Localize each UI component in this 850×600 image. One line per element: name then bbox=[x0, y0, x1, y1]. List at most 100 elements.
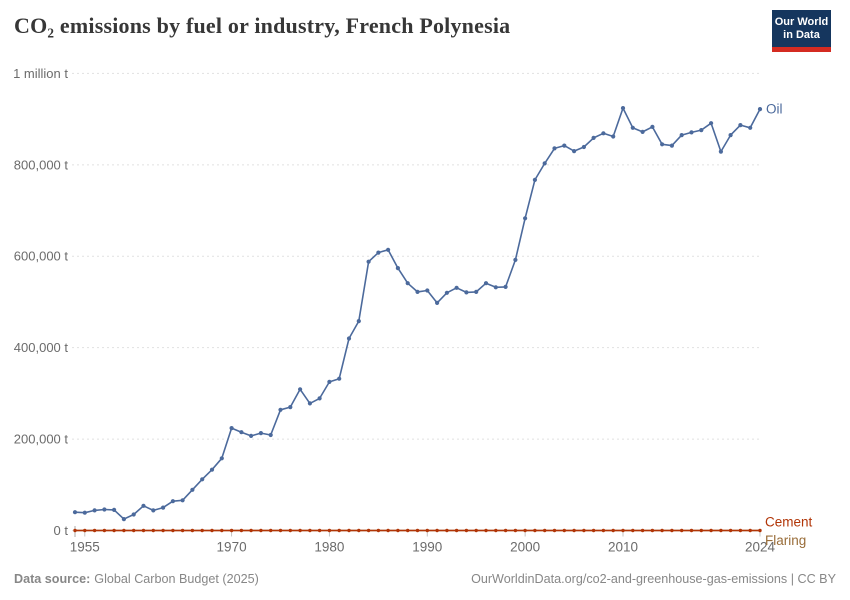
owid-logo[interactable]: Our World in Data bbox=[772, 10, 831, 52]
data-source-label: Data source: bbox=[14, 572, 91, 586]
oil-marker bbox=[601, 131, 606, 136]
oil-marker bbox=[268, 432, 273, 438]
cement-marker bbox=[709, 528, 713, 533]
oil-marker bbox=[356, 319, 361, 324]
cement-marker bbox=[122, 528, 126, 533]
oil-marker bbox=[483, 281, 489, 286]
oil-marker bbox=[190, 487, 195, 492]
oil-marker bbox=[170, 499, 175, 504]
cement-marker bbox=[582, 528, 586, 533]
cement-marker bbox=[494, 528, 498, 533]
y-axis-label: 400,000 t bbox=[14, 340, 69, 355]
cement-marker bbox=[611, 528, 615, 533]
cement-marker bbox=[738, 528, 743, 533]
cement-marker bbox=[396, 528, 400, 533]
oil-marker bbox=[552, 146, 557, 151]
oil-marker bbox=[405, 281, 410, 286]
cement-marker bbox=[239, 528, 244, 533]
cement-marker bbox=[689, 528, 694, 533]
cement-marker bbox=[366, 528, 371, 533]
series-label-cement: Cement bbox=[765, 515, 813, 530]
oil-marker bbox=[112, 507, 117, 512]
oil-marker bbox=[581, 144, 587, 150]
x-axis-label: 2024 bbox=[745, 540, 776, 555]
x-axis-label: 1980 bbox=[314, 540, 344, 555]
oil-marker bbox=[366, 259, 371, 264]
oil-marker bbox=[532, 177, 538, 182]
cement-marker bbox=[288, 528, 292, 533]
cement-marker bbox=[376, 528, 381, 533]
y-axis-label: 0 t bbox=[54, 523, 69, 538]
cement-marker bbox=[513, 528, 518, 533]
oil-marker bbox=[415, 289, 420, 294]
cement-marker bbox=[640, 528, 645, 533]
oil-marker bbox=[738, 123, 743, 128]
oil-marker bbox=[151, 508, 156, 513]
oil-marker bbox=[200, 477, 205, 482]
oil-marker bbox=[229, 426, 234, 431]
oil-marker bbox=[630, 125, 635, 130]
cement-marker bbox=[259, 528, 263, 533]
oil-marker bbox=[650, 124, 655, 129]
oil-marker bbox=[337, 376, 342, 381]
oil-marker bbox=[317, 396, 322, 401]
oil-marker bbox=[72, 510, 78, 515]
cement-marker bbox=[200, 528, 204, 533]
oil-marker bbox=[572, 149, 577, 154]
cement-marker bbox=[699, 528, 703, 533]
oil-marker bbox=[513, 257, 518, 262]
cement-marker bbox=[83, 528, 87, 533]
cement-marker bbox=[132, 528, 136, 533]
cement-marker bbox=[474, 528, 478, 533]
oil-marker bbox=[298, 387, 303, 392]
series-label-flaring: Flaring bbox=[765, 533, 806, 548]
oil-marker bbox=[239, 430, 244, 435]
cement-marker bbox=[748, 528, 752, 533]
oil-marker bbox=[92, 508, 97, 513]
oil-marker bbox=[591, 135, 596, 140]
cement-marker bbox=[337, 528, 341, 533]
oil-marker bbox=[757, 107, 763, 112]
cement-marker bbox=[503, 528, 508, 533]
cement-marker bbox=[161, 528, 165, 533]
cement-marker bbox=[347, 528, 351, 533]
oil-marker bbox=[699, 128, 704, 133]
cement-marker bbox=[151, 528, 155, 533]
oil-marker bbox=[679, 133, 684, 138]
cement-marker bbox=[631, 528, 635, 533]
data-source-value: Global Carbon Budget (2025) bbox=[94, 572, 259, 586]
oil-marker bbox=[444, 290, 449, 295]
chart-title: CO₂ emissions by fuel or industry, Frenc… bbox=[14, 13, 511, 38]
oil-marker bbox=[141, 503, 146, 508]
cement-marker bbox=[543, 528, 547, 533]
oil-marker bbox=[288, 405, 293, 410]
credit-link[interactable]: OurWorldinData.org/co2-and-greenhouse-ga… bbox=[471, 572, 836, 586]
oil-marker bbox=[386, 247, 391, 252]
cement-marker bbox=[190, 528, 195, 533]
chart-footer: Data source: Global Carbon Budget (2025) … bbox=[14, 572, 836, 586]
oil-marker bbox=[376, 250, 381, 255]
cement-marker bbox=[650, 528, 655, 533]
oil-marker bbox=[258, 431, 263, 436]
cement-marker bbox=[484, 528, 488, 533]
oil-marker bbox=[395, 266, 400, 271]
series-label-oil: Oil bbox=[766, 102, 783, 117]
cement-marker bbox=[445, 528, 449, 533]
cement-marker bbox=[425, 528, 429, 533]
x-axis-label: 2010 bbox=[608, 540, 638, 555]
oil-marker bbox=[620, 106, 626, 111]
y-axis-label: 1 million t bbox=[13, 66, 68, 81]
oil-marker bbox=[82, 510, 87, 515]
cement-marker bbox=[308, 528, 312, 533]
x-axis-label: 2000 bbox=[510, 540, 540, 555]
cement-marker bbox=[464, 528, 469, 533]
oil-marker bbox=[474, 289, 479, 294]
oil-marker bbox=[161, 505, 166, 510]
cement-marker bbox=[220, 528, 224, 533]
cement-marker bbox=[357, 528, 361, 533]
oil-marker bbox=[718, 149, 724, 154]
cement-marker bbox=[298, 528, 302, 533]
x-axis-label: 1955 bbox=[70, 540, 100, 555]
cement-marker bbox=[758, 528, 762, 533]
cement-marker bbox=[591, 528, 596, 533]
